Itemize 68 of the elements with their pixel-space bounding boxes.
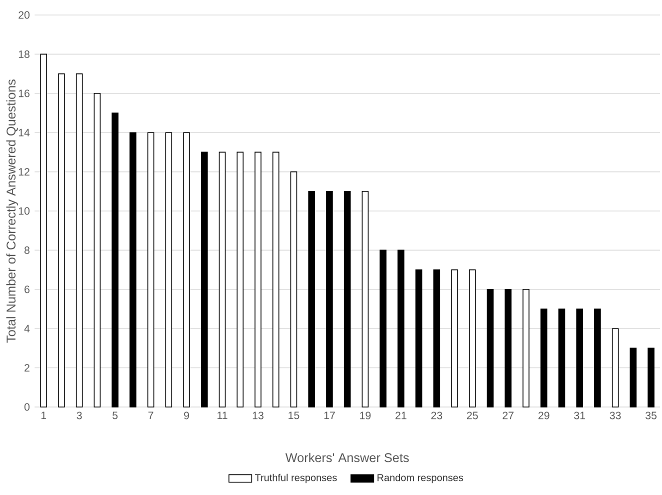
bar bbox=[326, 190, 333, 408]
bar bbox=[58, 73, 65, 408]
y-tick-label: 14 bbox=[18, 128, 30, 136]
bar bbox=[594, 308, 601, 408]
x-tick-label: 25 bbox=[467, 412, 478, 420]
y-tick-label: 16 bbox=[18, 90, 30, 98]
bar bbox=[469, 269, 476, 408]
bar bbox=[40, 54, 48, 408]
x-tick-label: 29 bbox=[538, 412, 550, 420]
bar bbox=[504, 288, 512, 408]
bar bbox=[254, 152, 262, 408]
x-tick-label: 15 bbox=[288, 412, 300, 420]
bar bbox=[272, 152, 280, 408]
x-tick-label: 23 bbox=[431, 412, 442, 420]
bar bbox=[648, 348, 654, 408]
x-tick-label: 11 bbox=[218, 412, 228, 420]
bar bbox=[576, 308, 583, 408]
bar bbox=[451, 269, 458, 408]
y-tick-label: 4 bbox=[24, 324, 30, 332]
bar bbox=[380, 250, 386, 408]
y-tick-label: 8 bbox=[24, 246, 30, 254]
x-tick-label: 21 bbox=[396, 412, 406, 420]
y-tick-label: 2 bbox=[24, 364, 30, 372]
x-tick-label: 13 bbox=[252, 412, 264, 420]
x-tick-label: 33 bbox=[610, 412, 621, 420]
x-tick-label: 35 bbox=[646, 412, 657, 420]
bar bbox=[522, 288, 530, 408]
bar bbox=[630, 348, 637, 408]
bar bbox=[415, 269, 422, 408]
bar bbox=[130, 132, 136, 408]
legend-label: Random responses bbox=[378, 474, 464, 484]
bar bbox=[165, 132, 172, 408]
y-axis-title: Total Number of Correctly Answered Questions bbox=[6, 79, 18, 343]
bar bbox=[183, 132, 190, 408]
bar bbox=[290, 171, 298, 408]
y-tick-label: 18 bbox=[18, 50, 30, 58]
bar bbox=[433, 269, 440, 408]
bar bbox=[362, 190, 369, 408]
x-tick-label: 17 bbox=[324, 412, 335, 420]
bar bbox=[540, 308, 548, 408]
bar bbox=[344, 190, 351, 408]
bar bbox=[486, 288, 494, 408]
bar bbox=[147, 132, 154, 408]
x-axis-title: Workers' Answer Sets bbox=[285, 452, 409, 462]
x-tick-label: 1 bbox=[41, 412, 46, 420]
x-tick-label: 9 bbox=[184, 412, 189, 420]
x-tick-label: 5 bbox=[112, 412, 118, 420]
x-tick-label: 7 bbox=[148, 412, 154, 420]
bar bbox=[398, 250, 404, 408]
bar bbox=[112, 112, 118, 408]
x-tick-label: 19 bbox=[360, 412, 371, 420]
legend-label: Truthful responses bbox=[254, 474, 337, 484]
bar bbox=[308, 190, 315, 408]
x-tick-label: 27 bbox=[502, 412, 514, 420]
x-tick-label: 31 bbox=[574, 412, 586, 420]
y-tick-label: 6 bbox=[24, 286, 30, 294]
bar bbox=[94, 92, 101, 408]
bar bbox=[558, 308, 566, 408]
bar bbox=[76, 73, 83, 408]
x-tick-label: 3 bbox=[76, 412, 82, 420]
bar bbox=[201, 152, 208, 408]
y-tick-label: 0 bbox=[24, 403, 30, 411]
y-tick-label: 10 bbox=[18, 207, 30, 215]
y-tick-label: 20 bbox=[18, 11, 30, 19]
y-tick-label: 12 bbox=[18, 168, 30, 176]
bar bbox=[612, 328, 619, 408]
bar bbox=[236, 152, 244, 408]
bar bbox=[218, 152, 226, 408]
